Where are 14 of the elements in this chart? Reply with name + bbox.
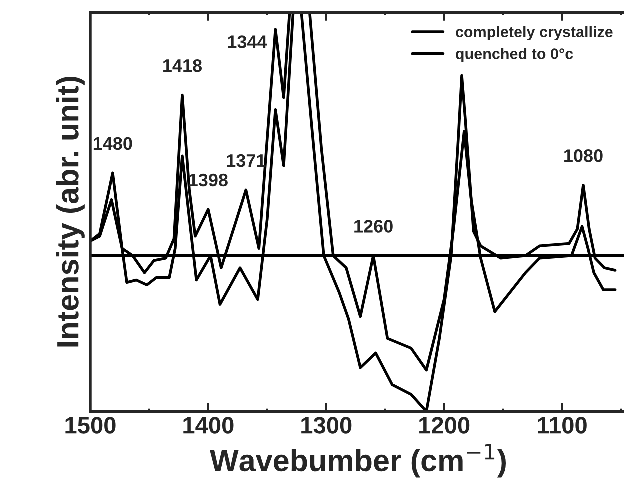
x-tick-label: 1300 — [302, 417, 352, 434]
legend-label: completely crystallize — [456, 26, 613, 41]
x-tick-label: 1200 — [420, 417, 470, 434]
annotation: 1418 — [164, 59, 202, 72]
y-axis-title: Intensity (abr. unit) — [56, 76, 85, 347]
annotation: 1344 — [228, 36, 268, 48]
annotation: 1080 — [564, 150, 603, 162]
annotation: 1260 — [354, 220, 393, 233]
x-tick-label: 1400 — [184, 417, 234, 434]
x-tick-label: 1100 — [538, 417, 587, 434]
legend-label: quenched to 0°c — [456, 48, 574, 62]
x-tick-label: 1500 — [66, 417, 116, 434]
x-axis-title: Wavebumber (cm$^{−1}$) — [210, 444, 506, 478]
annotation: 1480 — [94, 137, 132, 150]
